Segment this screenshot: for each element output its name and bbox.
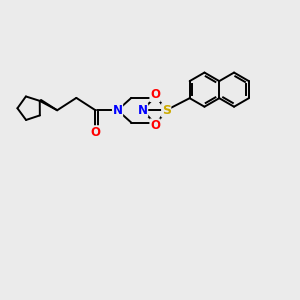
Text: O: O <box>91 126 100 139</box>
Text: S: S <box>162 104 171 117</box>
Text: O: O <box>150 119 160 132</box>
Text: O: O <box>150 88 160 101</box>
Text: N: N <box>138 104 148 117</box>
Text: N: N <box>112 104 122 117</box>
